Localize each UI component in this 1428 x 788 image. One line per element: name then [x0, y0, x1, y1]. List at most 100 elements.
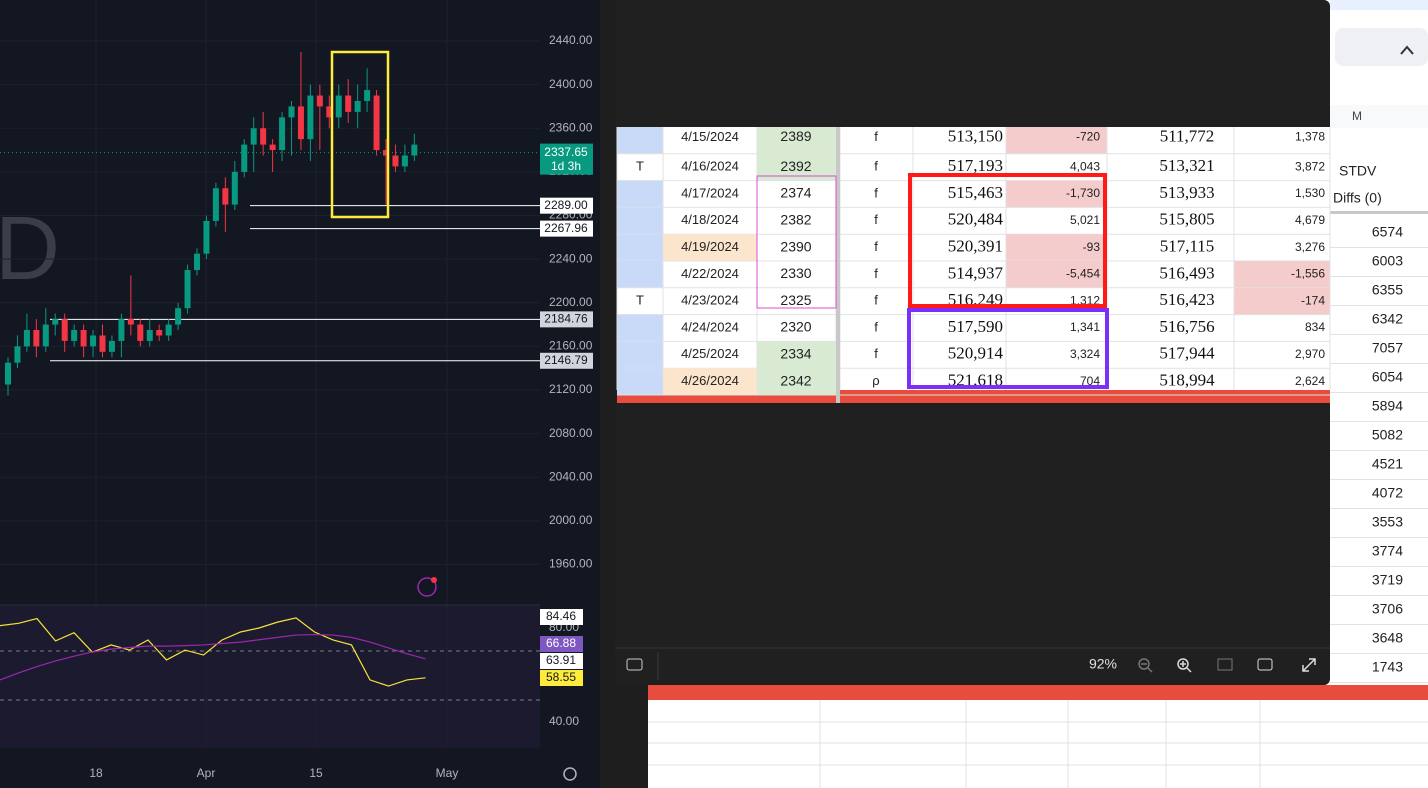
freeze-line: [1330, 211, 1428, 214]
cell: 3,872: [1295, 159, 1325, 173]
zoom-out-icon[interactable]: [1138, 658, 1153, 673]
cell: -1,556: [1291, 267, 1325, 281]
fit-icon[interactable]: [1217, 658, 1233, 671]
cell: 1,341: [1070, 320, 1100, 334]
rsi-tick-label: 40.00: [549, 714, 579, 728]
cell: 513,933: [1159, 183, 1214, 202]
rsi-bg: [0, 605, 540, 748]
level-label: 2146.79: [544, 353, 588, 367]
cell: 4,679: [1295, 213, 1325, 227]
sheet-panel[interactable]: [1335, 28, 1428, 66]
alert-icon[interactable]: [417, 577, 437, 597]
chevron-icon[interactable]: [1400, 45, 1414, 55]
candle-body: [411, 144, 418, 156]
candle-body: [231, 171, 238, 205]
candle-body: [288, 106, 295, 118]
candle-body: [326, 106, 333, 118]
cell: 4/18/2024: [681, 212, 739, 227]
price-tick-label: 2160.00: [549, 339, 593, 353]
candle-body: [108, 340, 115, 352]
cell: 520,391: [948, 237, 1003, 256]
cell: -174: [1301, 293, 1325, 307]
price-tick-label: 1960.00: [549, 557, 593, 571]
candle-body: [364, 90, 371, 101]
x-tick-label: Apr: [197, 766, 216, 780]
cell: 4/24/2024: [681, 319, 739, 334]
candle-body: [14, 346, 21, 363]
candle-body: [61, 319, 68, 341]
cell-bg: [663, 234, 757, 261]
price-tick-label: 2440.00: [549, 33, 593, 47]
level-label: 2184.76: [544, 312, 588, 326]
candle-body: [127, 319, 134, 325]
sheet-cell: 5082: [1372, 427, 1403, 443]
candle-body: [392, 155, 399, 167]
candle-body: [146, 330, 153, 341]
sheet-cell: 6342: [1372, 311, 1403, 327]
cell: 834: [1305, 320, 1325, 334]
sheet-cell: 4072: [1372, 485, 1403, 501]
cell-bg: [617, 207, 663, 235]
cell: 2334: [780, 346, 811, 362]
sheet-cell: 3774: [1372, 543, 1403, 559]
cell: 4/15/2024: [681, 129, 739, 144]
cell: 516,756: [1159, 317, 1214, 336]
cell: 3,324: [1070, 347, 1100, 361]
cell: 521,618: [948, 371, 1003, 390]
candle-body: [90, 335, 97, 347]
alert-dot: [431, 577, 437, 583]
sheet-cell: 1743: [1372, 659, 1403, 675]
cell: 4,043: [1070, 159, 1100, 173]
cell: ρ: [872, 373, 879, 388]
level-label: 2267.96: [544, 221, 588, 235]
cell: -1,730: [1066, 186, 1100, 200]
cell: f: [874, 239, 878, 254]
candle-body: [5, 362, 11, 385]
zoom-in-icon[interactable]: [1177, 658, 1192, 673]
rsi-label: 63.91: [546, 653, 576, 667]
candle-body: [401, 155, 408, 167]
rsi-label-box: [540, 670, 583, 686]
candle-body: [373, 95, 380, 151]
cell-bg: [617, 341, 663, 369]
cell-bg: [1234, 261, 1330, 288]
actual-size-icon[interactable]: [1257, 658, 1273, 671]
cell: T: [636, 159, 644, 174]
price-tick-label: 2040.00: [549, 469, 593, 483]
cell: f: [874, 185, 878, 200]
candle-body: [118, 319, 125, 341]
sheet-grid: [648, 700, 1428, 788]
cell: -720: [1076, 130, 1100, 144]
sheet-strip: [1330, 0, 1428, 10]
price-tick-label: 2120.00: [549, 382, 593, 396]
keyboard-icon[interactable]: [626, 658, 643, 671]
cell-bg: [757, 341, 836, 369]
expand-icon[interactable]: [1302, 658, 1316, 672]
candle-body: [175, 308, 182, 325]
sheet-cell: 4521: [1372, 456, 1403, 472]
cell: 518,994: [1159, 371, 1215, 390]
rsi-line: [0, 633, 426, 681]
cell: 4/16/2024: [681, 159, 739, 174]
candle-body: [335, 95, 342, 118]
candle-body: [99, 335, 106, 352]
cell: 513,321: [1159, 156, 1214, 175]
sheet-cell: 3706: [1372, 601, 1403, 617]
rsi-label: 66.88: [546, 636, 576, 650]
cell: 3,276: [1295, 240, 1325, 254]
settings-icon[interactable]: [563, 767, 577, 781]
cell: f: [874, 129, 878, 144]
cell: 2392: [780, 158, 811, 174]
cell-bg: [617, 261, 663, 288]
candle-body: [184, 270, 191, 309]
cell-bg: [1234, 287, 1330, 315]
cell-bg: [617, 234, 663, 261]
candle-body: [279, 117, 286, 151]
cell: 1,530: [1295, 186, 1325, 200]
level-label-box: [540, 197, 593, 214]
cell: 4/23/2024: [681, 293, 739, 308]
last-price-label: 2337.65: [544, 145, 588, 159]
cell-bg: [617, 180, 663, 208]
sheet-bottom: [648, 685, 1428, 788]
